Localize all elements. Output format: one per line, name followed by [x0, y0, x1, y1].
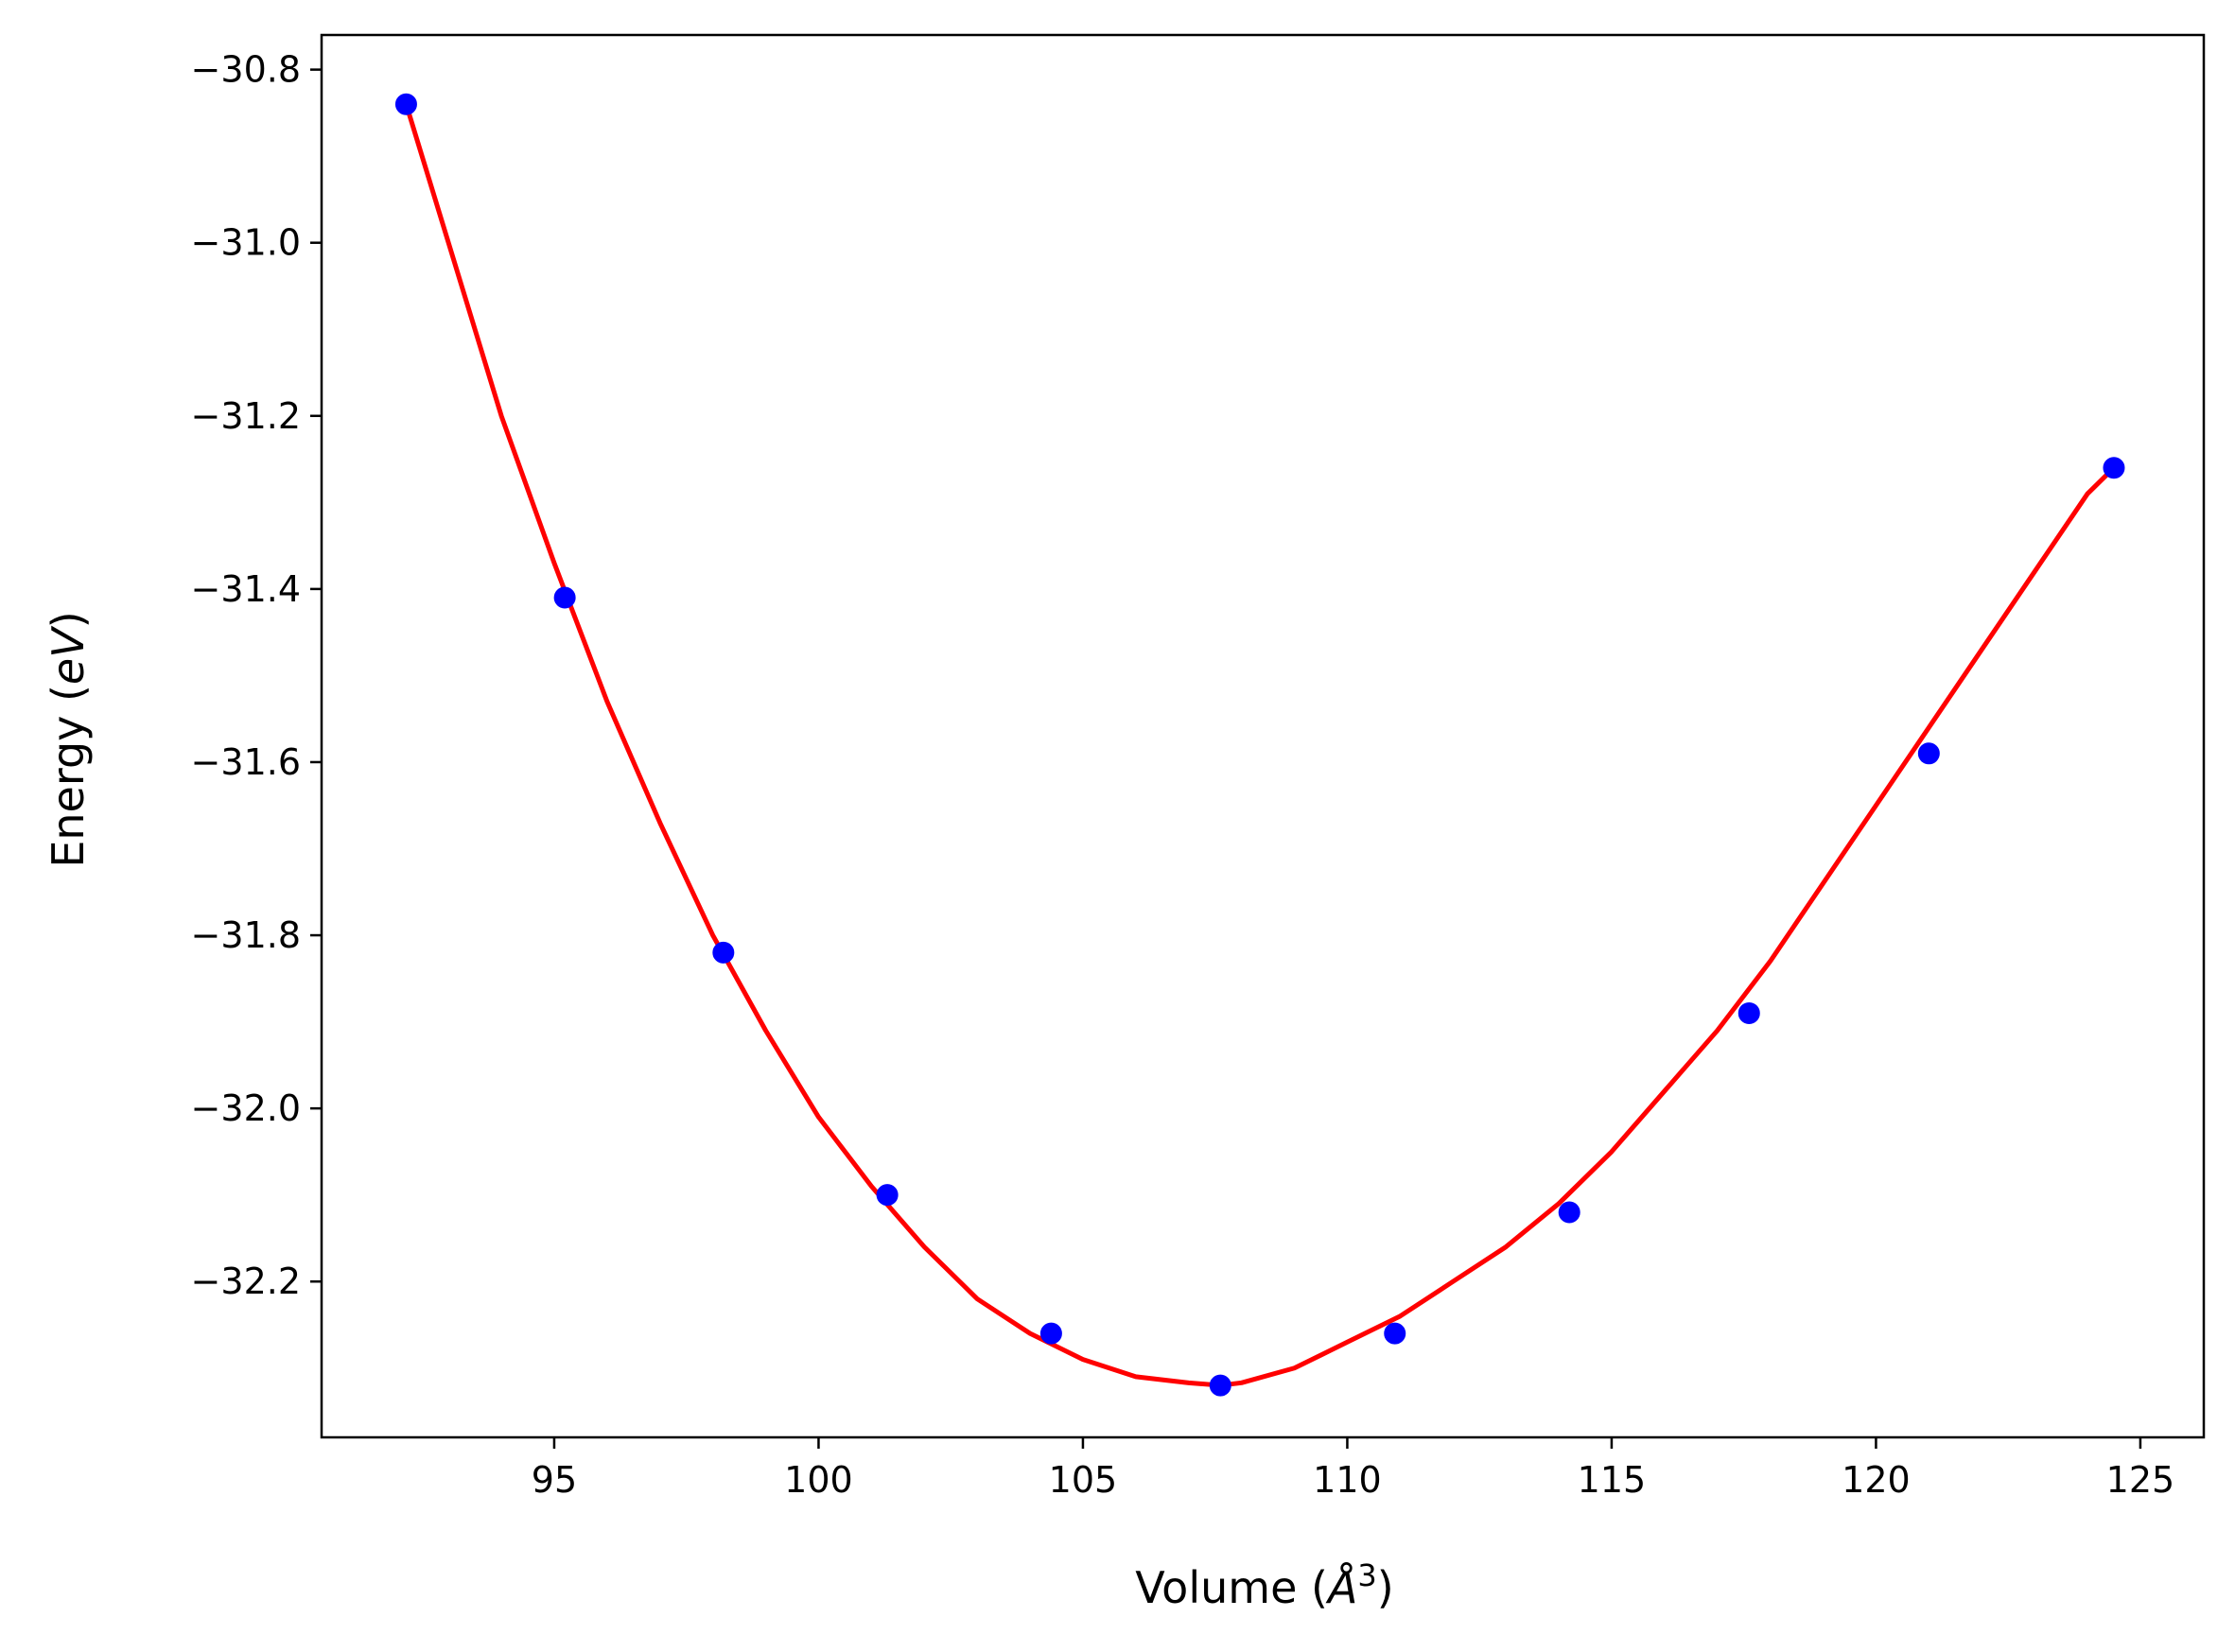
- data-point: [1384, 1322, 1406, 1345]
- x-tick-label: 110: [1313, 1459, 1382, 1501]
- x-tick-label: 115: [1578, 1459, 1647, 1501]
- x-tick-label: 125: [2106, 1459, 2175, 1501]
- axes-frame: [320, 33, 2206, 1439]
- data-point: [1039, 1322, 1062, 1345]
- x-axis-label: Volume (Å3): [1135, 1557, 1393, 1613]
- plot-area: [394, 93, 2125, 1397]
- y-axis-label: Energy (eV): [43, 611, 94, 867]
- x-tick-label: 105: [1049, 1459, 1118, 1501]
- y-tick-label: −31.8: [191, 914, 301, 956]
- data-point: [876, 1184, 899, 1207]
- y-tick-label: −31.0: [191, 222, 301, 264]
- y-tick-label: −32.2: [191, 1261, 301, 1302]
- y-tick-label: −31.6: [191, 741, 301, 783]
- y-tick-label: −31.4: [191, 568, 301, 610]
- fit-curve-line: [403, 101, 2117, 1388]
- axis-labels: Volume (Å3) Energy (eV): [43, 611, 1394, 1613]
- data-point: [1917, 742, 1940, 765]
- data-point: [1558, 1201, 1580, 1224]
- x-tick-label: 120: [1842, 1459, 1911, 1501]
- data-point: [1209, 1374, 1231, 1397]
- y-tick-label: −31.2: [191, 395, 301, 437]
- data-point: [1737, 1001, 1760, 1024]
- data-point: [2103, 457, 2125, 479]
- y-tick-label: −32.0: [191, 1087, 301, 1129]
- x-tick-label: 100: [784, 1459, 853, 1501]
- y-tick-label: −30.8: [191, 49, 301, 91]
- data-point: [394, 93, 417, 115]
- data-point: [712, 941, 735, 964]
- x-tick-label: 95: [532, 1459, 577, 1501]
- axes: 95 100 105 110 115 120 125 −30.8 −31.0 −31.2 −31.4…: [191, 33, 2206, 1501]
- data-point: [553, 586, 576, 609]
